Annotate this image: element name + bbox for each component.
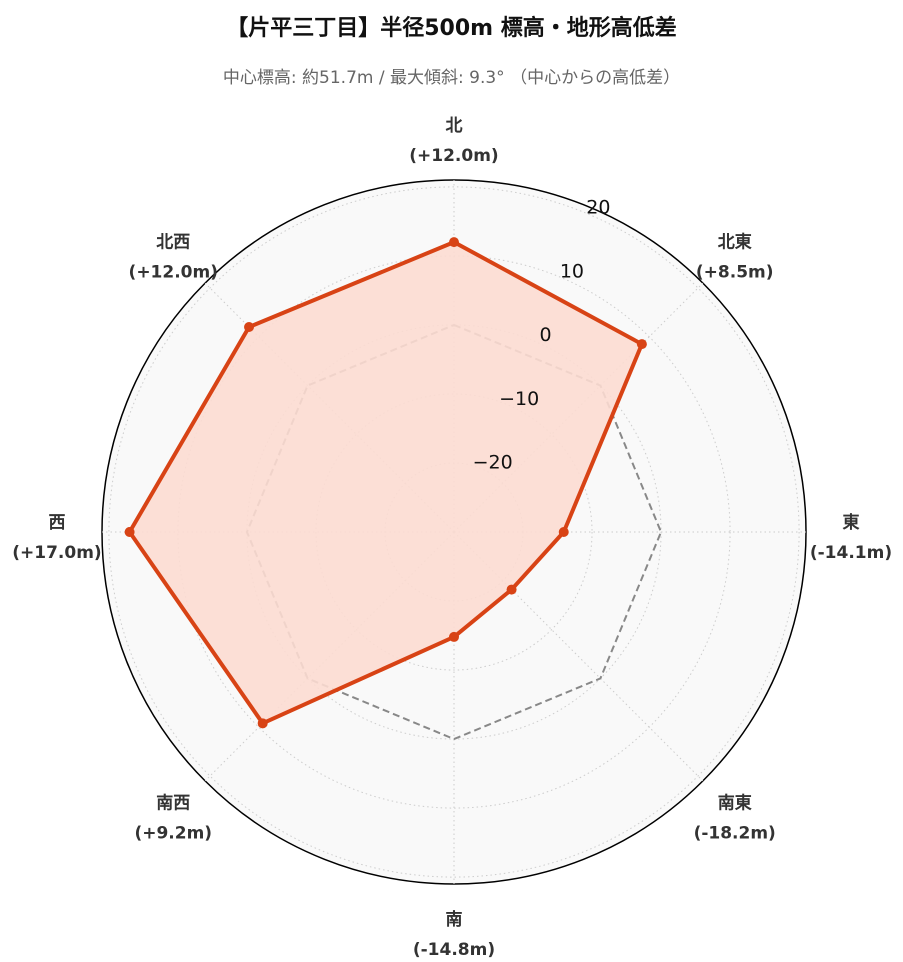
series-area: [129, 242, 642, 724]
direction-label: 南東: [718, 793, 752, 814]
data-point: [636, 339, 647, 350]
direction-value-label: (+12.0m): [129, 262, 218, 282]
chart-title: 【片平三丁目】半径500m 標高・地形高低差: [226, 16, 677, 41]
chart-subtitle: 中心標高: 約51.7m / 最大傾斜: 9.3° （中心からの高低差）: [222, 68, 681, 88]
grid-ring: [108, 186, 800, 878]
direction-label: 南: [446, 909, 463, 930]
radial-tick-label: −10: [499, 388, 539, 410]
direction-value-label: (-18.2m): [694, 824, 776, 844]
data-point: [244, 322, 255, 333]
direction-value-label: (-14.8m): [413, 940, 495, 960]
direction-value-label: (-14.1m): [810, 543, 892, 563]
direction-value-label: (+17.0m): [12, 543, 101, 563]
data-point: [449, 237, 459, 248]
direction-label: 北: [446, 116, 463, 136]
direction-label: 東: [843, 512, 860, 533]
direction-label: 南西: [156, 793, 190, 814]
radial-tick-label: 0: [539, 324, 551, 346]
direction-value-label: (+12.0m): [409, 146, 498, 166]
grid-ring: [177, 255, 731, 809]
data-point: [124, 527, 135, 537]
data-point: [558, 527, 569, 537]
data-point: [506, 584, 517, 595]
radial-tick-label: 20: [586, 197, 610, 219]
direction-label: 西: [49, 513, 66, 533]
radial-tick-label: 10: [560, 260, 584, 282]
direction-label: 北西: [156, 232, 190, 252]
direction-value-label: (+9.2m): [134, 824, 212, 844]
data-point: [257, 718, 268, 729]
direction-value-label: (+8.5m): [696, 262, 774, 282]
radial-tick-label: −20: [473, 452, 513, 474]
data-point: [449, 631, 459, 642]
direction-label: 北東: [718, 231, 752, 252]
